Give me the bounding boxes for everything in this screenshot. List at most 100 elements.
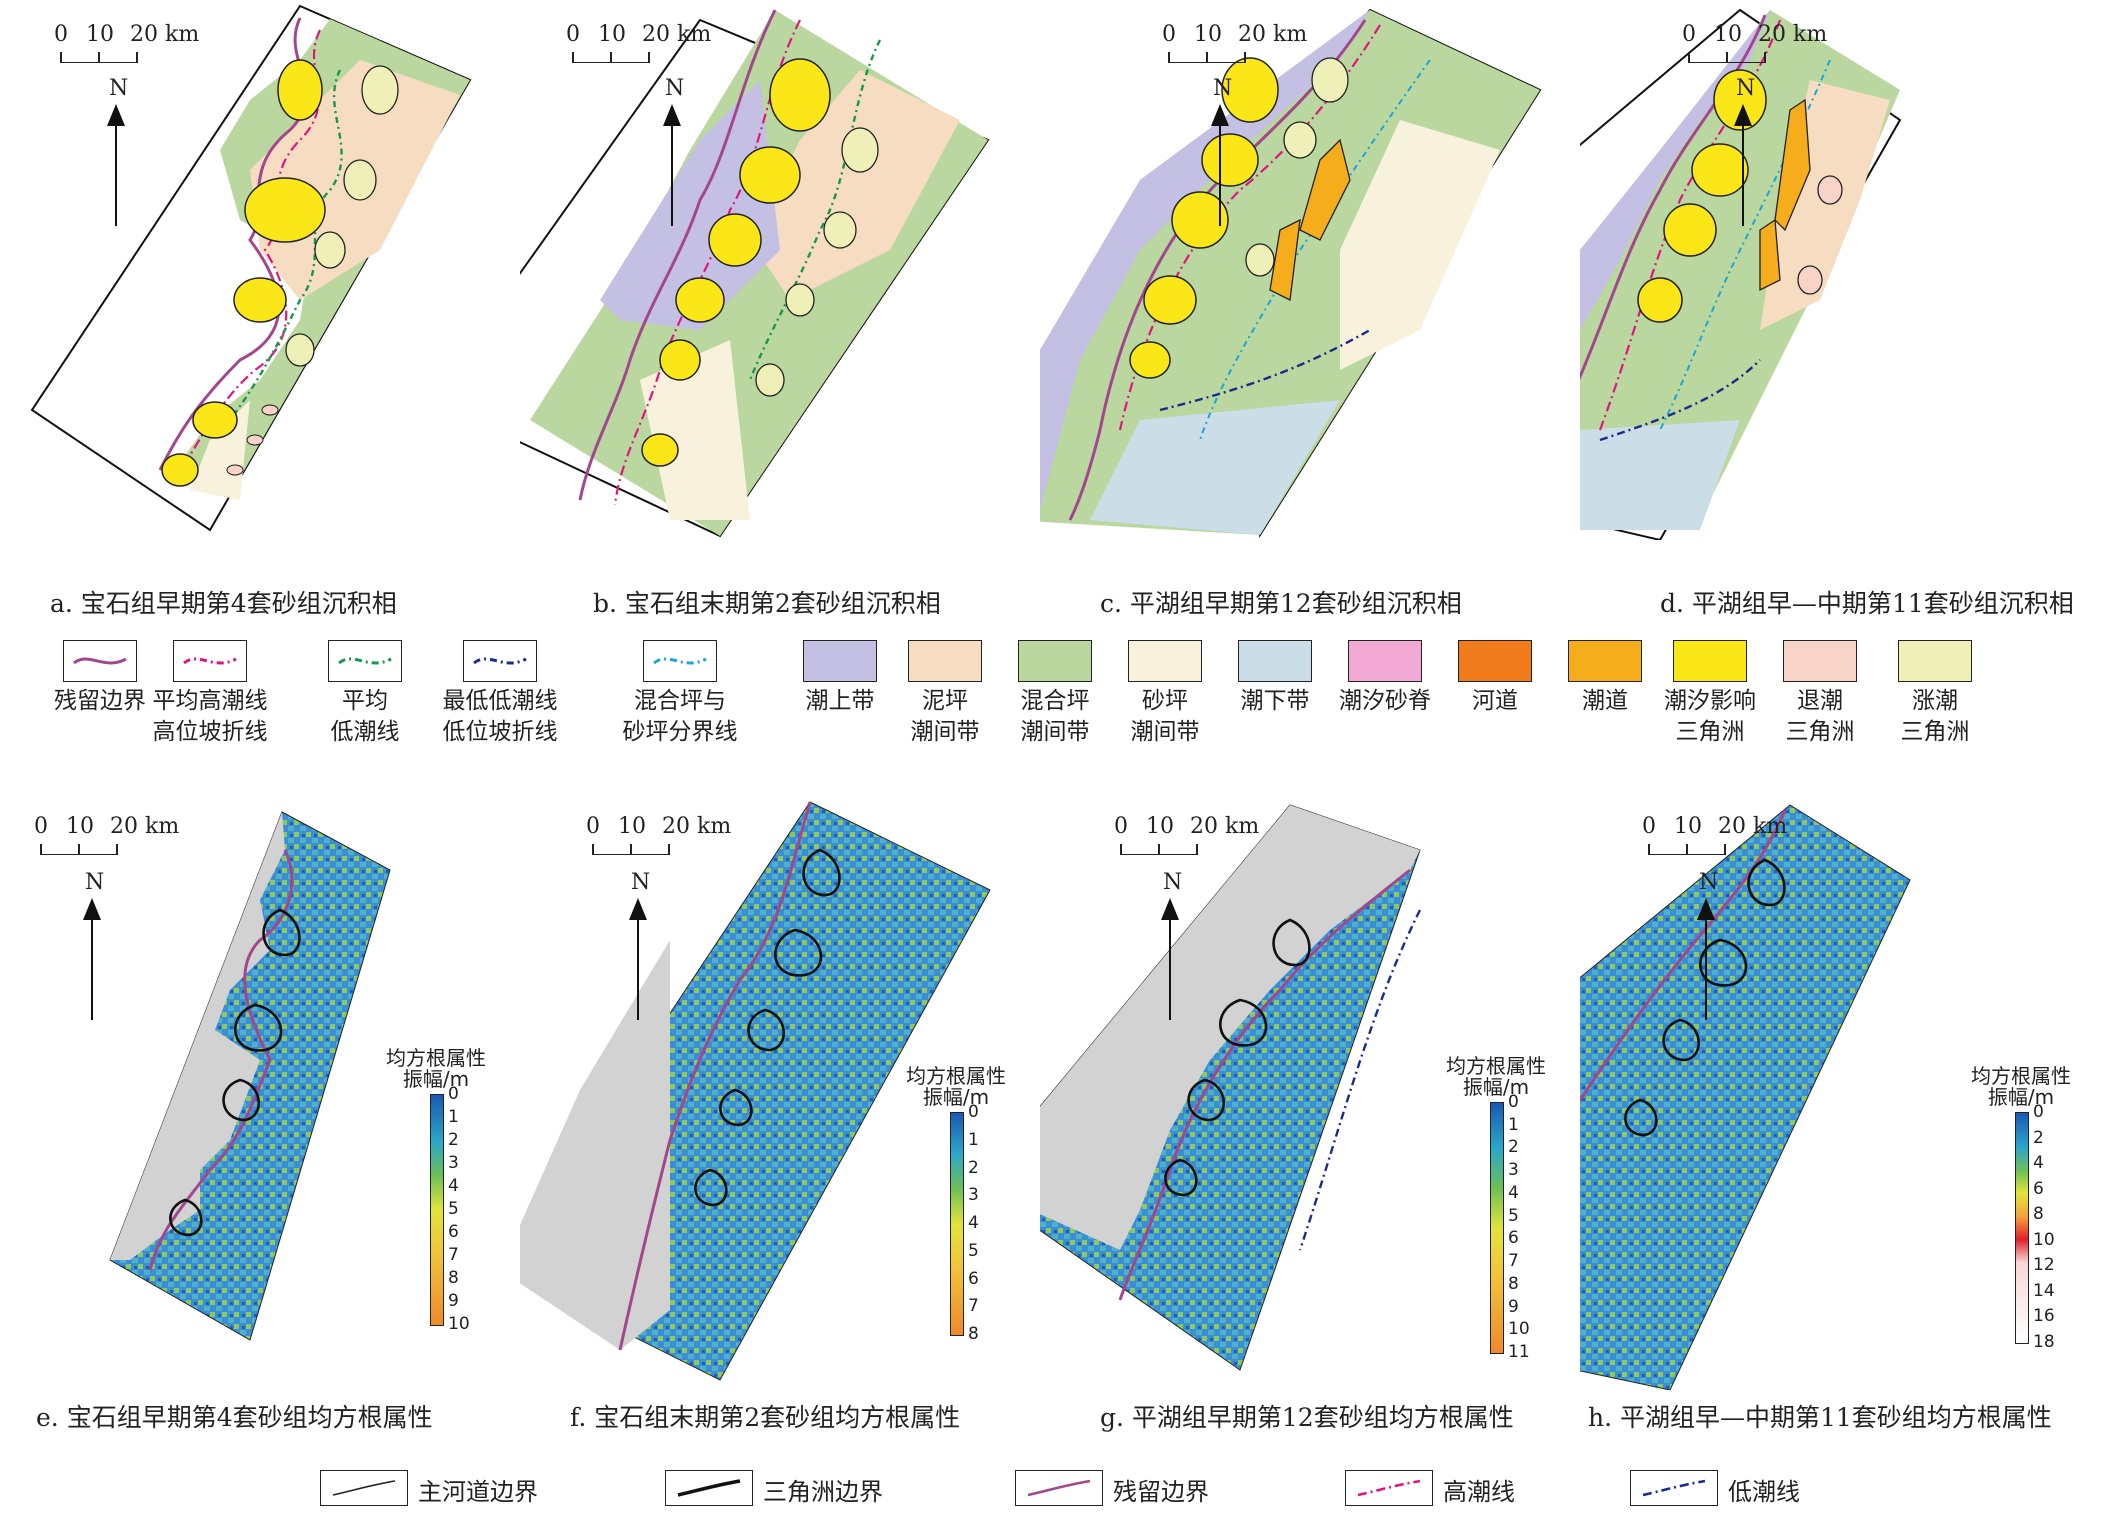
legend-item-river_channel: 河道 [1440, 640, 1550, 717]
colorbar-tick-label: 6 [968, 1268, 979, 1289]
caption-g: g. 平湖组早期第12套砂组均方根属性 [1100, 1403, 1514, 1432]
boundary-legend-label: 高潮线 [1443, 1478, 1515, 1506]
legend-label: 潮间带 [1130, 719, 1200, 745]
colorbar-tick-label: 4 [448, 1176, 459, 1196]
colorbar-tick-label: 4 [1508, 1182, 1519, 1203]
colorbar-tick-label: 5 [1508, 1205, 1519, 1226]
facies-map-c [1040, 8, 1542, 538]
colorbar-tick-label: 8 [1508, 1273, 1519, 1294]
colorbar-tick-label: 5 [448, 1199, 459, 1219]
facies-map-b [520, 9, 990, 538]
legend-swatch-high_tide [173, 640, 247, 682]
boundary-legend-swatch [320, 1470, 408, 1506]
colorbar-tick-label: 14 [2033, 1280, 2055, 1301]
colorbar-tick-label: 8 [2033, 1204, 2044, 1225]
colorbar-tick-label: 7 [1508, 1251, 1519, 1272]
colorbar-tick-label: 3 [968, 1185, 979, 1206]
legend-label: 泥坪 [922, 688, 968, 714]
north-arrow-icon [1161, 898, 1179, 1020]
north-arrow-icon [1734, 104, 1752, 226]
legend-item-low_tide: 平均 低潮线 [290, 640, 440, 748]
legend-item-tidal_channel: 潮道 [1550, 640, 1660, 717]
legend-label: 涨潮 [1912, 688, 1958, 714]
legend-label: 低潮线 [330, 719, 400, 745]
legend-swatch-residual [63, 640, 137, 682]
colorbar-tick-label: 10 [1508, 1319, 1530, 1340]
colorbar-tick-label: 2 [1508, 1137, 1519, 1158]
legend-item-mixed_sand: 混合坪与 砂坪分界线 [605, 640, 755, 748]
legend-label: 潮汐砂脊 [1339, 688, 1431, 714]
legend-label: 潮间带 [910, 719, 980, 745]
colorbar-tick-label: 6 [448, 1222, 459, 1242]
legend-label: 砂坪 [1142, 688, 1188, 714]
legend-item-supratidal: 潮上带 [785, 640, 895, 717]
colorbar-tick-label: 3 [1508, 1160, 1519, 1181]
colorbar-tick-label: 7 [968, 1296, 979, 1317]
legend-label: 潮间带 [1020, 719, 1090, 745]
legend-swatch-mixed_sand [643, 640, 717, 682]
caption-c: c. 平湖组早期第12套砂组沉积相 [1100, 589, 1462, 618]
colorbar-tick-label: 6 [1508, 1228, 1519, 1249]
caption-f: f. 宝石组末期第2套砂组均方根属性 [570, 1403, 961, 1432]
legend-label: 退潮 [1797, 688, 1843, 714]
legend-label: 砂坪分界线 [622, 719, 738, 745]
legend-label: 混合坪 [1020, 688, 1090, 714]
boundary-legend: 主河道边界 三角洲边界 残留边界 高潮线 低潮线 [0, 1470, 2103, 1510]
legend-item-residual: 残留边界 [25, 640, 175, 717]
colorbar-tick-label: 2 [448, 1130, 459, 1150]
legend-swatch-mud_flat [908, 640, 982, 682]
caption-d: d. 平湖组早—中期第11套砂组沉积相 [1660, 589, 2074, 618]
panel-b: 0 10 20 km N b. 宝石组末期第2套砂组沉积相 [520, 0, 1040, 630]
rms-map-g [1040, 804, 1422, 1371]
colorbar-tick-label: 10 [448, 1314, 470, 1334]
colorbar-tick-label: 9 [1508, 1296, 1519, 1317]
rms-map-h [1580, 804, 1911, 1390]
north-arrow-icon [1697, 898, 1715, 1020]
legend-label: 潮下带 [1240, 688, 1310, 714]
boundary-legend-swatch [1015, 1470, 1103, 1506]
colorbar-tick-label: 0 [2033, 1102, 2044, 1122]
facies-map-a [30, 4, 472, 532]
caption-b: b. 宝石组末期第2套砂组沉积相 [593, 589, 941, 618]
colorbar-tick-label: 11 [1508, 1342, 1530, 1362]
legend-label: 低位坡折线 [442, 719, 558, 745]
panel-a: 0 10 20 km N a. 宝石组早期第4套砂组沉积相 [0, 0, 520, 630]
legend-swatch-low_tide [328, 640, 402, 682]
facies-map-d [1580, 8, 1902, 540]
legend-item-sand_ridge: 潮汐砂脊 [1330, 640, 1440, 717]
colorbar-tick-label: 5 [968, 1240, 979, 1261]
north-arrow-icon [1211, 104, 1229, 226]
legend-label: 三角洲 [1785, 719, 1855, 745]
caption-h: h. 平湖组早—中期第11套砂组均方根属性 [1588, 1403, 2052, 1432]
colorbar-tick-label: 7 [448, 1245, 459, 1265]
legend-item-mixed_flat: 混合坪 潮间带 [1000, 640, 1110, 748]
boundary-legend-label: 三角洲边界 [763, 1478, 883, 1506]
colorbar-tick-label: 12 [2033, 1255, 2055, 1276]
legend-label: 潮上带 [805, 688, 875, 714]
legend-label: 最低低潮线 [442, 688, 558, 714]
panel-g: 0 10 20 km N 均方根属性 振幅/m 0 1 2 3 4 5 6 7 8 9 10 11 g.… [1040, 790, 1580, 1470]
colorbar-tick-label: 8 [448, 1268, 459, 1288]
colorbar-tick-label: 1 [448, 1107, 459, 1127]
panel-d: 0 10 20 km N d. 平湖组早—中期第11套砂组沉积相 [1580, 0, 2103, 630]
legend-item-mud_flat: 泥坪 潮间带 [890, 640, 1000, 748]
legend-swatch-subtidal [1238, 640, 1312, 682]
legend-swatch-ebb_delta [1783, 640, 1857, 682]
legend-item-subtidal: 潮下带 [1220, 640, 1330, 717]
legend-swatch-flood_delta [1898, 640, 1972, 682]
legend-label: 潮汐影响 [1664, 688, 1756, 714]
legend-swatch-mixed_flat [1018, 640, 1092, 682]
boundary-legend-label: 低潮线 [1728, 1478, 1800, 1506]
legend-swatch-lowest_tide [463, 640, 537, 682]
legend-swatch-supratidal [803, 640, 877, 682]
colorbar-tick-label: 0 [968, 1102, 979, 1122]
legend-label: 混合坪与 [634, 688, 726, 714]
colorbar-tick-label: 3 [448, 1153, 459, 1173]
colorbar-tick-label: 6 [2033, 1178, 2044, 1199]
colorbar-tick-label: 9 [448, 1291, 459, 1311]
boundary-legend-swatch [1345, 1470, 1433, 1506]
legend-item-lowest_tide: 最低低潮线低位坡折线 [425, 640, 575, 748]
colorbar-tick-label: 1 [968, 1129, 979, 1150]
panel-c: 0 10 20 km N c. 平湖组早期第12套砂组沉积相 [1040, 0, 1580, 630]
